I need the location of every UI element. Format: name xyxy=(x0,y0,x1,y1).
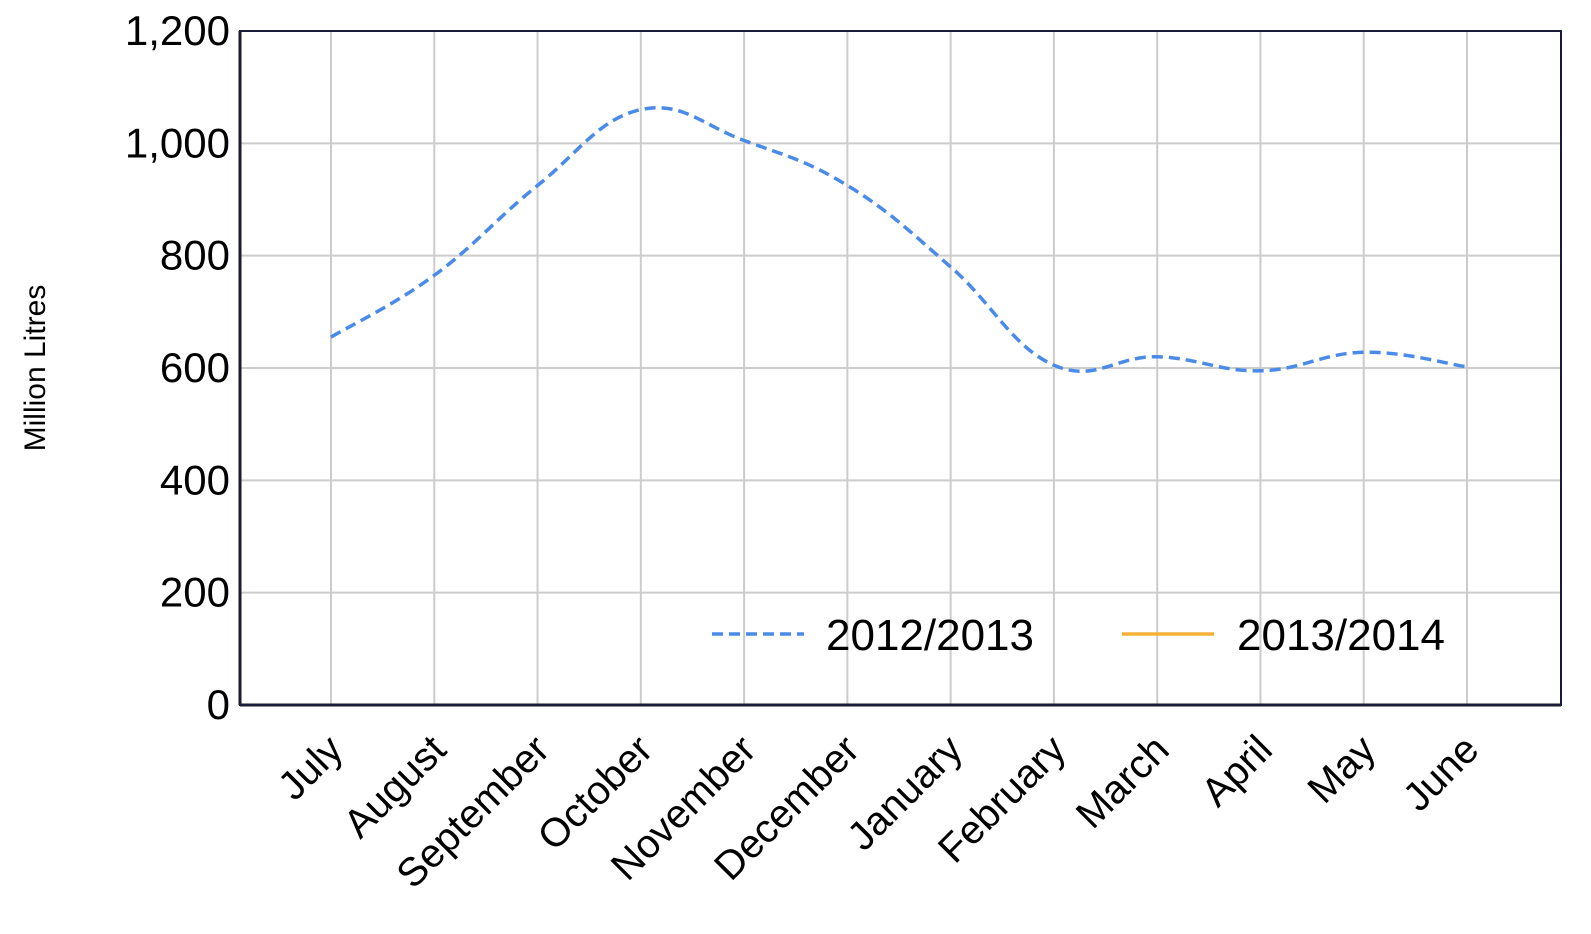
x-tick-label: April xyxy=(1193,727,1281,815)
legend: 2012/2013 2013/2014 xyxy=(712,611,1445,660)
y-axis-ticks: 0 200 400 600 800 1,000 1,200 xyxy=(125,7,230,728)
legend-label: 2012/2013 xyxy=(826,611,1034,660)
y-tick-label: 600 xyxy=(160,344,230,391)
x-tick-label: March xyxy=(1068,727,1178,837)
y-tick-label: 0 xyxy=(207,681,230,728)
series-line-1 xyxy=(330,106,1468,373)
series xyxy=(330,106,1468,373)
plot-area-frame xyxy=(239,30,1562,706)
y-axis-title: Million Litres xyxy=(19,285,52,452)
grid xyxy=(238,30,1561,707)
x-tick-label: June xyxy=(1395,727,1487,819)
y-tick-label: 1,200 xyxy=(125,7,230,54)
y-tick-label: 800 xyxy=(160,232,230,279)
x-tick-label: May xyxy=(1300,727,1385,812)
x-axis-ticks: JulyAugustSeptemberOctoberNovemberDecemb… xyxy=(270,727,1487,896)
y-tick-label: 200 xyxy=(160,569,230,616)
x-tick-label: July xyxy=(270,727,351,808)
y-tick-label: 1,000 xyxy=(125,119,230,166)
legend-label: 2013/2014 xyxy=(1237,611,1445,660)
y-tick-label: 400 xyxy=(160,456,230,503)
